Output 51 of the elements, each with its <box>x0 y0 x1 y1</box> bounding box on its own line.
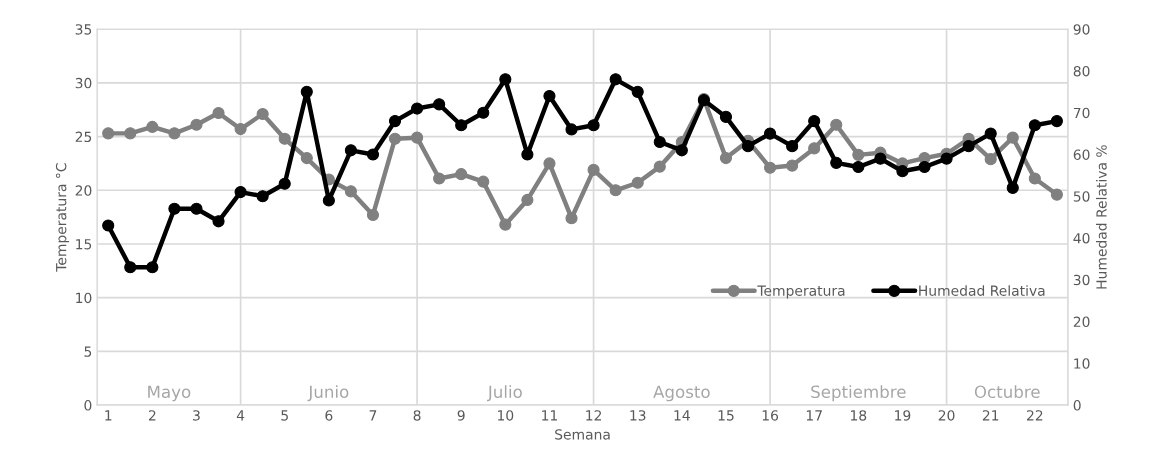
y2-tick-label: 40 <box>1073 232 1090 244</box>
x-tick-label: 21 <box>982 410 999 421</box>
legend-label: Temperatura <box>757 285 845 299</box>
y2-tick-label: 90 <box>1073 24 1090 35</box>
annotation: Junio <box>307 385 349 402</box>
y-tick-label: 15 <box>76 239 92 250</box>
x-tick-label: 11 <box>542 410 558 421</box>
x-tick-label: 20 <box>938 410 955 421</box>
y-tick-label: 10 <box>76 292 92 304</box>
x-tick-label: 7 <box>369 410 377 421</box>
x-tick-label: 17 <box>806 410 822 421</box>
y2-tick-label: 20 <box>1073 316 1090 328</box>
x-tick-label: 8 <box>413 410 421 421</box>
x-tick-label: 1 <box>105 410 112 421</box>
y2-tick-label: 50 <box>1073 191 1090 202</box>
x-tick-label: 15 <box>718 410 734 421</box>
y-tick-label: 0 <box>84 400 92 411</box>
y2-tick-label: 10 <box>1074 358 1090 369</box>
x-tick-label: 18 <box>851 410 867 421</box>
y-tick-label: 30 <box>75 77 92 89</box>
y2-tick-label: 80 <box>1073 65 1090 77</box>
y2-tick-label: 0 <box>1073 400 1081 411</box>
y2-axis-title: Humedad Relativa % <box>1096 145 1107 289</box>
annotation: Septiembre <box>811 385 906 402</box>
y-tick-label: 35 <box>75 24 92 35</box>
y2-tick-label: 70 <box>1073 107 1090 119</box>
x-tick-label: 22 <box>1027 410 1043 421</box>
annotation: Octubre <box>974 385 1040 399</box>
y2-tick-label: 60 <box>1073 149 1090 160</box>
x-tick-label: 14 <box>674 410 690 421</box>
annotation: Julio <box>487 385 522 402</box>
x-tick-label: 3 <box>193 410 200 421</box>
x-tick-label: 9 <box>457 410 465 421</box>
y-tick-label: 20 <box>75 185 92 196</box>
x-tick-label: 13 <box>630 410 646 421</box>
legend-label: Humedad Relativa <box>919 285 1045 296</box>
y-axis-title: Temperatura °C <box>55 163 70 272</box>
x-tick-label: 16 <box>762 410 779 421</box>
x-tick-label: 2 <box>148 410 156 421</box>
x-tick-label: 4 <box>236 410 245 421</box>
y-tick-label: 5 <box>84 346 92 357</box>
annotation: Mayo <box>148 385 191 402</box>
y-tick-label: 25 <box>75 131 92 143</box>
x-tick-label: 19 <box>895 410 911 421</box>
y2-tick-label: 30 <box>1073 274 1090 286</box>
x-tick-label: 10 <box>498 410 514 421</box>
x-tick-label: 5 <box>281 410 288 421</box>
x-tick-label: 12 <box>586 410 602 421</box>
x-tick-label: 6 <box>325 410 333 421</box>
annotation: Agosto <box>653 385 710 402</box>
x-axis-title: Semana <box>555 429 610 440</box>
